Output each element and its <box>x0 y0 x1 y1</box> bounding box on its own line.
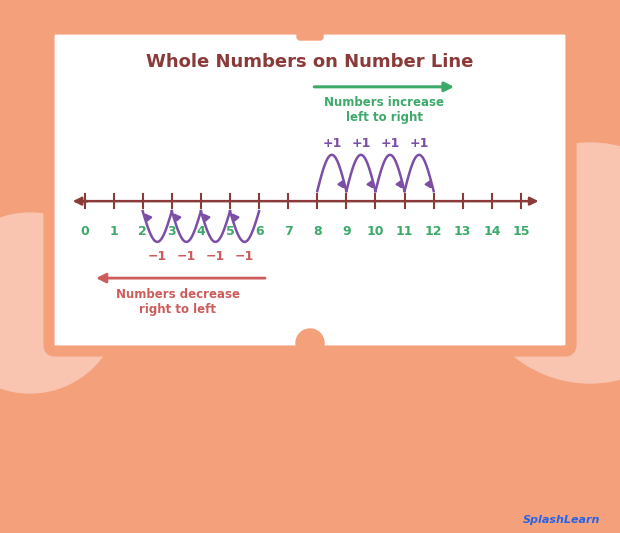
Text: 13: 13 <box>454 224 471 238</box>
Text: −1: −1 <box>235 250 254 263</box>
Text: +1: +1 <box>351 137 371 150</box>
Text: 15: 15 <box>512 224 529 238</box>
Text: Numbers decrease
right to left: Numbers decrease right to left <box>116 288 240 316</box>
Text: 1: 1 <box>109 224 118 238</box>
FancyBboxPatch shape <box>49 29 571 351</box>
Text: 8: 8 <box>313 224 322 238</box>
Text: 9: 9 <box>342 224 351 238</box>
Text: 11: 11 <box>396 224 414 238</box>
Text: 2: 2 <box>138 224 147 238</box>
Text: +1: +1 <box>380 137 400 150</box>
Text: Whole Numbers on Number Line: Whole Numbers on Number Line <box>146 53 474 71</box>
Text: Numbers increase
left to right: Numbers increase left to right <box>324 96 444 124</box>
Text: −1: −1 <box>148 250 167 263</box>
Circle shape <box>296 329 324 357</box>
Text: 14: 14 <box>483 224 500 238</box>
Circle shape <box>470 143 620 383</box>
Text: 12: 12 <box>425 224 443 238</box>
Text: SplashLearn: SplashLearn <box>523 515 600 525</box>
Text: 5: 5 <box>226 224 234 238</box>
Text: 4: 4 <box>197 224 205 238</box>
Text: −1: −1 <box>206 250 225 263</box>
FancyBboxPatch shape <box>297 12 323 40</box>
Text: 3: 3 <box>167 224 176 238</box>
Text: +1: +1 <box>409 137 429 150</box>
Text: 7: 7 <box>284 224 293 238</box>
Text: −1: −1 <box>177 250 196 263</box>
Text: 10: 10 <box>366 224 384 238</box>
Text: +1: +1 <box>322 137 342 150</box>
Text: 6: 6 <box>255 224 264 238</box>
Text: 0: 0 <box>80 224 89 238</box>
Circle shape <box>0 213 120 393</box>
